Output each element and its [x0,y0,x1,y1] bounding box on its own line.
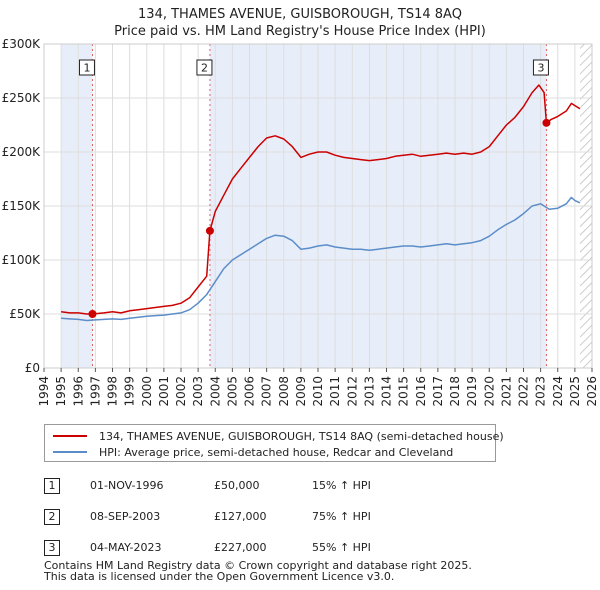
x-tick-label: 2024 [551,376,565,407]
x-tick-label: 2026 [585,376,599,407]
sale-label: 1 [83,62,90,75]
x-tick-label: 2010 [311,376,325,407]
y-tick-label: £100K [2,253,42,267]
x-tick-label: 2022 [517,376,531,407]
x-tick-label: 2020 [482,376,496,407]
sale-badge: 2 [44,509,60,525]
x-tick-label: 2001 [157,376,171,407]
footer-line-copyright: Contains HM Land Registry data © Crown c… [44,559,472,572]
sale-label-box [196,59,213,76]
x-tick-label: 2025 [568,376,582,407]
x-tick-label: 1997 [88,376,102,407]
sale-label: 2 [201,62,208,75]
x-tick-label: 2019 [465,376,479,407]
sale-label: 3 [537,62,544,75]
x-tick-label: 2007 [260,376,274,407]
hpi-line-swatch [53,451,87,453]
chart-legend: 134, THAMES AVENUE, GUISBOROUGH, TS14 8A… [44,424,504,462]
sale-price: £50,000 [214,479,260,492]
x-tick-label: 2005 [225,376,239,407]
x-tick-label: 2012 [345,376,359,407]
x-tick-label: 2014 [380,376,394,407]
footer-line-licence: This data is licensed under the Open Gov… [44,570,395,583]
sale-badge: 1 [44,478,60,494]
legend-item-hpi: HPI: Average price, semi-detached house,… [53,444,453,460]
x-tick-label: 2000 [140,376,154,407]
property-line-swatch [53,435,87,437]
sale-point [88,310,97,318]
x-tick-label: 1995 [54,376,68,407]
x-tick-label: 2002 [174,376,188,407]
y-tick-label: £200K [2,145,42,159]
chart-subtitle: Price paid vs. HM Land Registry's House … [114,24,486,39]
sale-point [205,226,214,235]
sale-hpi-change: 55% ↑ HPI [312,541,371,554]
sale-hpi-change: 15% ↑ HPI [312,479,371,492]
legend-label-hpi: HPI: Average price, semi-detached house,… [99,445,454,459]
x-tick-label: 2011 [328,376,342,407]
x-tick-label: 1994 [37,376,51,407]
x-tick-label: 1996 [71,376,85,407]
x-tick-label: 2008 [277,376,291,407]
x-tick-label: 1999 [123,376,137,407]
x-tick-label: 2013 [362,376,376,407]
y-tick-label: £250K [2,91,42,105]
footer-attribution: Contains HM Land Registry data © Crown c… [44,560,472,582]
sale-label-box [532,59,549,76]
x-tick-label: 2018 [448,376,462,407]
sale-point [542,118,551,127]
x-tick-label: 2009 [294,376,308,407]
x-tick-label: 2016 [414,376,428,407]
x-tick-label: 1998 [106,376,120,407]
hpi-series-line [61,196,581,322]
sale-label-box [78,59,95,76]
table-row: 1 01-NOV-1996 £50,000 15% ↑ HPI [44,474,484,505]
sale-badge: 3 [44,540,60,556]
sale-price: £127,000 [214,510,267,523]
legend-item-property: 134, THAMES AVENUE, GUISBOROUGH, TS14 8A… [53,428,504,444]
sales-table: 1 01-NOV-1996 £50,000 15% ↑ HPI 2 08-SEP… [44,474,484,567]
x-tick-label: 2017 [431,376,445,407]
price-chart: 134, THAMES AVENUE, GUISBOROUGH, TS14 8A… [2,7,599,407]
sale-date: 01-NOV-1996 [90,479,164,492]
table-row: 2 08-SEP-2003 £127,000 75% ↑ HPI [44,505,484,536]
x-tick-label: 2003 [191,376,205,407]
x-tick-label: 2006 [243,376,257,407]
chart-title: 134, THAMES AVENUE, GUISBOROUGH, TS14 8A… [138,7,462,22]
x-tick-label: 2004 [208,376,222,407]
y-tick-label: £50K [9,307,41,321]
x-tick-label: 2023 [534,376,548,407]
sale-hpi-change: 75% ↑ HPI [312,510,371,523]
y-tick-label: £0 [25,361,40,375]
y-tick-label: £300K [2,37,42,51]
sale-date: 04-MAY-2023 [90,541,162,554]
sale-date: 08-SEP-2003 [90,510,161,523]
table-row: 3 04-MAY-2023 £227,000 55% ↑ HPI [44,536,484,567]
x-tick-label: 2015 [397,376,411,407]
y-tick-label: £150K [2,199,42,213]
sale-price: £227,000 [214,541,267,554]
x-tick-label: 2021 [499,376,513,407]
legend-label-property: 134, THAMES AVENUE, GUISBOROUGH, TS14 8A… [99,429,504,443]
property-series-line [61,84,581,315]
